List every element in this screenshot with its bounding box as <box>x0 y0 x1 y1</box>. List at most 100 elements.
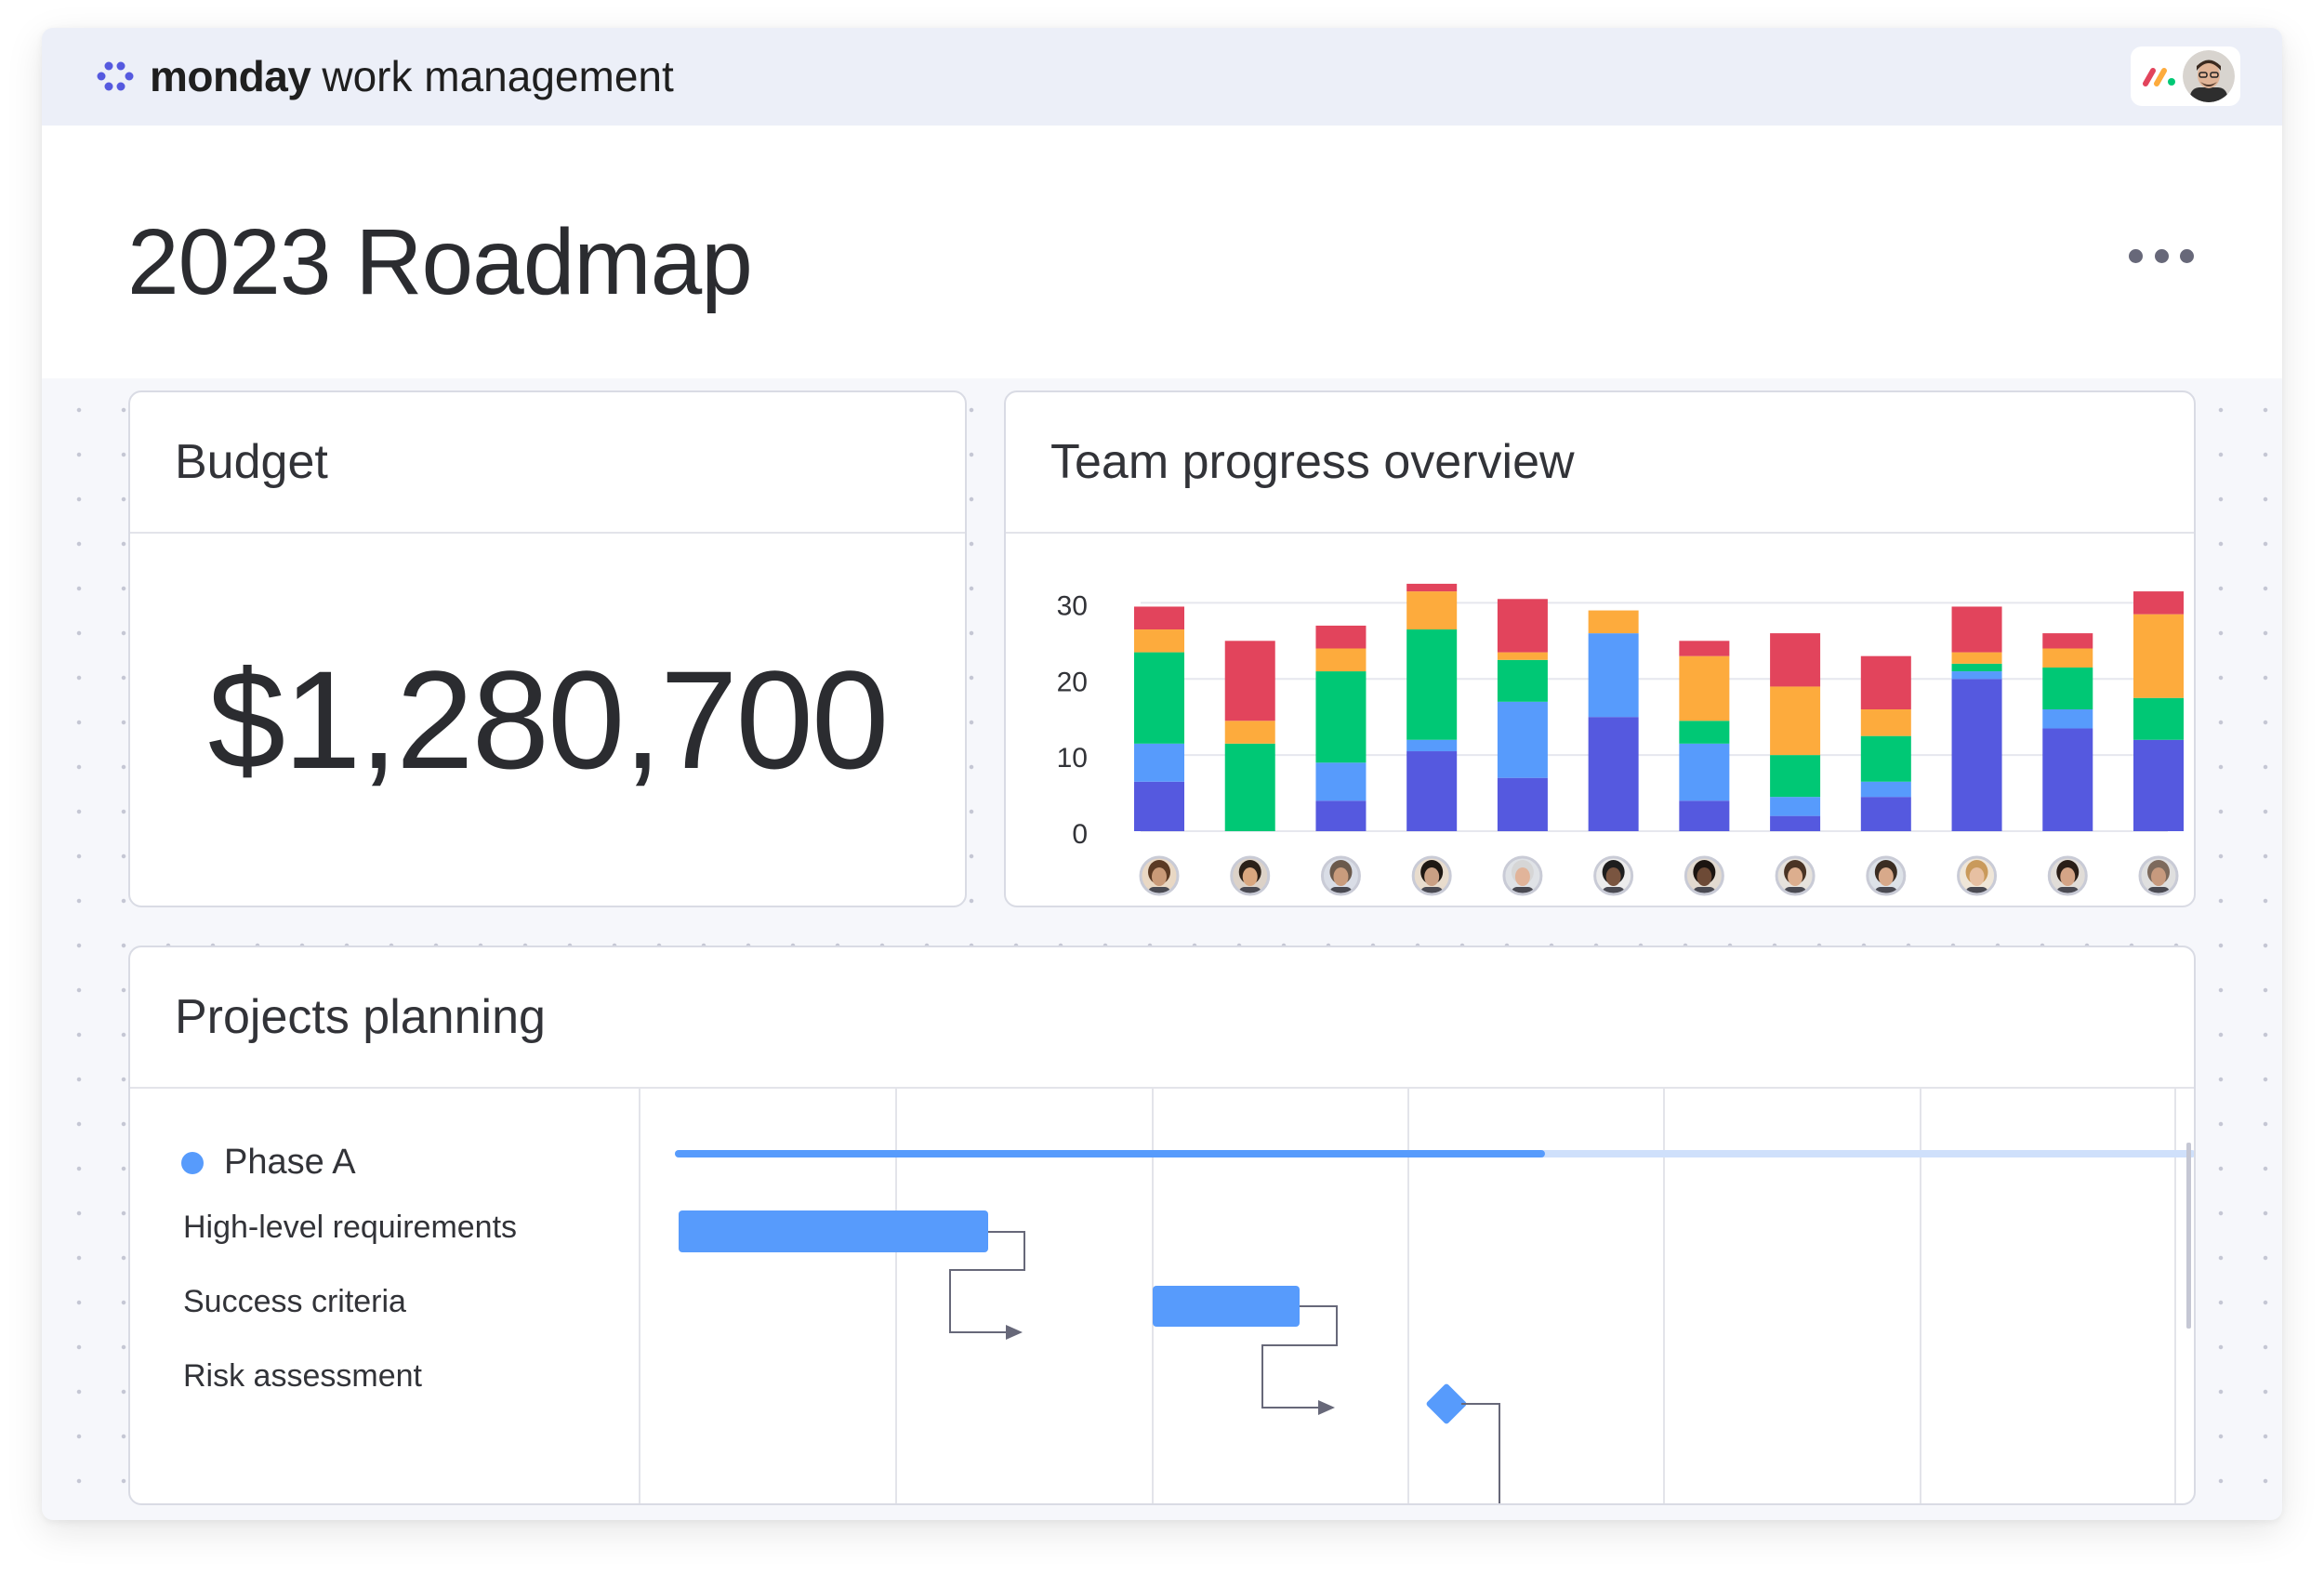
bar-segment[interactable] <box>2042 633 2093 649</box>
gantt-chart <box>639 1089 2194 1503</box>
bar-segment[interactable] <box>1315 671 1367 763</box>
bar-segment[interactable] <box>1406 739 1458 752</box>
dependency-arrow <box>949 1231 1025 1340</box>
bar-segment[interactable] <box>1315 648 1367 672</box>
monday-dots-icon <box>97 61 134 91</box>
bar-segment[interactable] <box>1770 686 1821 756</box>
y-tick-label: 0 <box>1072 819 1088 850</box>
page-title: 2023 Roadmap <box>127 210 753 314</box>
bar-segment[interactable] <box>1951 663 2002 672</box>
bar-segment[interactable] <box>1224 641 1275 721</box>
bar-segment[interactable] <box>1860 735 1911 782</box>
bar-segment[interactable] <box>1588 610 1639 634</box>
task-label[interactable]: Risk assessment <box>183 1358 422 1394</box>
bar-segment[interactable] <box>1951 679 2002 831</box>
projects-planning-widget[interactable]: Projects planning Phase A High-level req… <box>128 946 2196 1505</box>
bar-segment[interactable] <box>1406 751 1458 831</box>
task-label[interactable]: High-level requirements <box>183 1210 518 1245</box>
bar-segment[interactable] <box>1406 583 1458 592</box>
account-area[interactable] <box>2131 46 2240 106</box>
y-tick-label: 30 <box>1057 590 1088 621</box>
bar-segment[interactable] <box>2042 709 2093 729</box>
bar-segment[interactable] <box>1860 797 1911 831</box>
bar-segment[interactable] <box>2042 667 2093 709</box>
bar-segment[interactable] <box>1951 652 2002 664</box>
more-options-button[interactable] <box>2129 246 2194 265</box>
widget-title: Budget <box>130 392 965 534</box>
bar-segment[interactable] <box>1770 797 1821 816</box>
bar-segment[interactable] <box>1497 777 1548 831</box>
budget-widget[interactable]: Budget $1,280,700 <box>128 390 967 907</box>
bar-segment[interactable] <box>1406 629 1458 740</box>
bar-segment[interactable] <box>1224 721 1275 744</box>
team-member-avatar[interactable] <box>1411 855 1452 898</box>
bar-segment[interactable] <box>1497 659 1548 702</box>
bar-segment[interactable] <box>1679 655 1730 721</box>
bar-segment[interactable] <box>1860 655 1911 709</box>
bar-segment[interactable] <box>1679 800 1730 831</box>
team-member-avatar[interactable] <box>1502 855 1543 898</box>
team-member-avatar[interactable] <box>1775 855 1816 898</box>
bar-segment[interactable] <box>1951 606 2002 653</box>
bar-segment[interactable] <box>1679 721 1730 744</box>
milestone-diamond[interactable] <box>1425 1382 1467 1424</box>
bar-segment[interactable] <box>1770 815 1821 831</box>
monday-mark-icon <box>2143 68 2175 86</box>
bar-segment[interactable] <box>1224 743 1275 831</box>
bar-segment[interactable] <box>2133 739 2184 831</box>
user-avatar[interactable] <box>2183 50 2235 102</box>
dependency-arrow <box>1261 1305 1338 1415</box>
team-member-avatar[interactable] <box>2138 855 2179 898</box>
team-member-avatar[interactable] <box>2047 855 2088 898</box>
bar-segment[interactable] <box>1588 633 1639 718</box>
team-member-avatar[interactable] <box>1230 855 1271 898</box>
team-member-avatar[interactable] <box>1684 855 1724 898</box>
bar-segment[interactable] <box>1860 709 1911 736</box>
bar-segment[interactable] <box>1679 641 1730 656</box>
bar-segment[interactable] <box>1406 591 1458 630</box>
bar-segment[interactable] <box>1770 755 1821 798</box>
phase-row[interactable]: Phase A <box>181 1143 356 1183</box>
gantt-bar[interactable] <box>1153 1286 1300 1327</box>
task-label[interactable]: Success criteria <box>183 1284 406 1319</box>
logo-product: work management <box>322 52 674 100</box>
bar-segment[interactable] <box>2042 648 2093 668</box>
team-member-avatar[interactable] <box>1593 855 1634 898</box>
bar-segment[interactable] <box>1588 717 1639 831</box>
dot-icon <box>2180 248 2194 263</box>
team-member-avatar[interactable] <box>1866 855 1907 898</box>
app-logo[interactable]: monday work management <box>96 48 674 104</box>
bar-segment[interactable] <box>1134 781 1184 831</box>
bar-segment[interactable] <box>1134 629 1184 653</box>
team-progress-widget[interactable]: Team progress overview 0 10 20 30 <box>1004 390 2196 907</box>
bar-segment[interactable] <box>2042 728 2093 831</box>
account-chip[interactable] <box>2131 46 2240 106</box>
bar-segment[interactable] <box>1679 743 1730 801</box>
bar-segment[interactable] <box>1315 625 1367 649</box>
team-member-avatar[interactable] <box>1139 855 1180 898</box>
bar-segment[interactable] <box>1951 671 2002 680</box>
bar-segment[interactable] <box>1315 762 1367 801</box>
y-tick-label: 20 <box>1057 667 1088 697</box>
bar-segment[interactable] <box>1134 652 1184 744</box>
logo-brand: monday <box>150 52 311 100</box>
dot-icon <box>2154 248 2169 263</box>
bar-segment[interactable] <box>1860 781 1911 798</box>
bar-segment[interactable] <box>1497 701 1548 778</box>
scrollbar[interactable] <box>2186 1143 2191 1329</box>
bar-segment[interactable] <box>1770 633 1821 687</box>
bar-segment[interactable] <box>2133 697 2184 740</box>
gantt-bar[interactable] <box>679 1210 988 1252</box>
top-bar: monday work management <box>42 28 2282 126</box>
bar-segment[interactable] <box>1497 652 1548 660</box>
budget-value: $1,280,700 <box>207 641 890 798</box>
bar-segment[interactable] <box>1315 800 1367 831</box>
team-member-avatar[interactable] <box>1957 855 1998 898</box>
bar-segment[interactable] <box>1497 599 1548 653</box>
bar-segment[interactable] <box>1134 743 1184 782</box>
bar-segment[interactable] <box>2133 614 2184 698</box>
bar-segment[interactable] <box>1134 606 1184 630</box>
phase-color-dot <box>181 1151 204 1174</box>
team-member-avatar[interactable] <box>1320 855 1361 898</box>
bar-segment[interactable] <box>2133 591 2184 615</box>
